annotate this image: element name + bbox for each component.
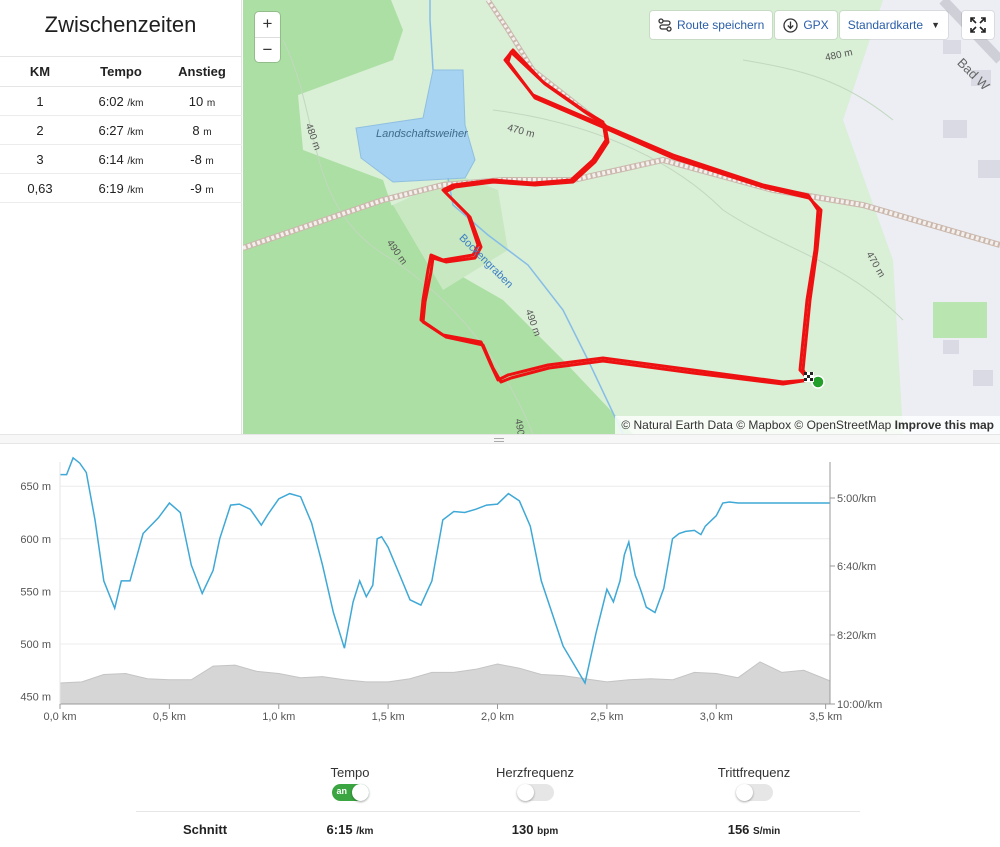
elevation-pace-chart[interactable]: 0,0 km 0,5 km 1,0 km 1,5 km 2,0 km 2,5 km 3,0 … <box>0 448 1000 728</box>
zoom-control: + − <box>255 12 280 62</box>
split-tempo: 6:27 /km <box>80 115 162 145</box>
attribution-text[interactable]: © Natural Earth Data © Mapbox © OpenStre… <box>621 418 892 432</box>
split-km: 2 <box>0 115 80 145</box>
split-tempo: 6:02 /km <box>80 86 162 116</box>
switch-knob <box>516 784 534 802</box>
header-ascent: Anstieg <box>162 56 242 87</box>
y2-tick-label: 10:00/km <box>837 699 882 711</box>
sports-field <box>933 302 987 338</box>
switch-knob <box>735 784 753 802</box>
x-tick-label: 2,5 km <box>590 711 623 723</box>
map-canvas[interactable] <box>243 0 1000 434</box>
download-icon <box>783 17 798 33</box>
caret-down-icon: ▼ <box>931 20 940 30</box>
route-track <box>419 48 823 386</box>
stats-divider <box>136 811 860 812</box>
toggle-tempo: Tempo an <box>270 765 430 802</box>
avg-tempo: 6:15 /km <box>326 822 374 837</box>
grip-icon <box>494 438 504 442</box>
table-row: 1 6:02 /km 10 m <box>0 86 242 116</box>
zoom-out-button[interactable]: − <box>255 37 280 62</box>
forest-area-west <box>243 0 403 250</box>
lake-area <box>355 69 476 183</box>
switch-state-text: an <box>336 786 348 797</box>
resize-handle[interactable] <box>0 434 1000 444</box>
splits-panel: Zwischenzeiten KM Tempo Anstieg 1 6:02 /… <box>0 0 242 434</box>
split-tempo: 6:19 /km <box>80 173 162 203</box>
gpx-button[interactable]: GPX <box>775 11 837 39</box>
y-tick-labels-left: 650 m 600 m 550 m 500 m 450 m <box>20 481 51 703</box>
pace-line <box>60 456 830 686</box>
toggle-tempo-label: Tempo <box>330 765 370 780</box>
y-tick-label: 600 m <box>20 534 51 546</box>
map-toolbar: Route speichern GPX Standardkarte ▼ <box>649 11 948 39</box>
elevation-area <box>59 661 831 705</box>
split-tempo: 6:14 /km <box>80 144 162 174</box>
fullscreen-icon <box>970 17 986 33</box>
gpx-label: GPX <box>803 18 829 32</box>
y2-tick-label: 8:20/km <box>837 630 876 642</box>
toggle-heartrate-label: Herzfrequenz <box>495 765 575 780</box>
x-tick-label: 3,5 km <box>809 711 842 723</box>
map-style-dropdown[interactable]: Standardkarte ▼ <box>839 11 948 39</box>
split-km: 0,63 <box>0 173 80 203</box>
x-tick-label: 3,0 km <box>700 711 733 723</box>
avg-cadence: 156 S/min <box>727 822 781 837</box>
toggle-heartrate: Herzfrequenz <box>455 765 615 802</box>
header-tempo: Tempo <box>80 56 162 87</box>
split-km: 3 <box>0 144 80 174</box>
splits-title: Zwischenzeiten <box>44 12 197 37</box>
save-route-button[interactable]: Route speichern <box>649 11 773 39</box>
split-ascent: -8 m <box>162 144 242 174</box>
forest-area-south <box>243 205 633 434</box>
contour-lines <box>282 39 904 434</box>
route-map[interactable]: Landschaftsweiher Bockengraben 480 m 470… <box>243 0 1000 434</box>
toggle-cadence: Trittfrequenz <box>674 765 834 802</box>
heartrate-switch[interactable] <box>516 784 554 802</box>
road-north-center <box>486 0 604 127</box>
avg-heartrate: 130 bpm <box>511 822 559 837</box>
x-tick-labels: 0,0 km 0,5 km 1,0 km 1,5 km 2,0 km 2,5 km 3,0 … <box>43 704 842 723</box>
finish-flag-checks <box>804 372 813 381</box>
split-ascent: -9 m <box>162 173 242 203</box>
fullscreen-button[interactable] <box>962 11 994 39</box>
x-tick-label: 0,5 km <box>153 711 186 723</box>
y2-tick-label: 6:40/km <box>837 561 876 573</box>
series-toggles: Tempo an Herzfrequenz Trittfrequenz <box>0 765 1000 810</box>
x-tick-label: 1,5 km <box>372 711 405 723</box>
x-tick-label: 0,0 km <box>43 711 76 723</box>
split-ascent: 10 m <box>162 86 242 116</box>
y-tick-label: 450 m <box>20 692 51 704</box>
table-row: 0,63 6:19 /km -9 m <box>0 173 242 203</box>
y-tick-label: 650 m <box>20 481 51 493</box>
lake-label: Landschaftsweiher <box>376 128 468 140</box>
x-tick-label: 1,0 km <box>262 711 295 723</box>
improve-map-link[interactable]: Improve this map <box>894 418 994 432</box>
map-attribution: © Natural Earth Data © Mapbox © OpenStre… <box>615 416 1000 434</box>
x-tick-label: 2,0 km <box>481 711 514 723</box>
y-tick-label: 550 m <box>20 586 51 598</box>
map-style-label: Standardkarte <box>847 18 924 32</box>
y2-tick-label: 5:00/km <box>837 493 876 505</box>
tempo-switch[interactable]: an <box>331 784 369 802</box>
zoom-in-button[interactable]: + <box>262 14 273 33</box>
clearing-area <box>393 175 508 290</box>
cadence-switch[interactable] <box>735 784 773 802</box>
split-ascent: 8 m <box>162 115 242 145</box>
header-km: KM <box>0 56 80 87</box>
save-route-label: Route speichern <box>676 18 765 32</box>
split-km: 1 <box>0 86 80 116</box>
splits-table: KM Tempo Anstieg 1 6:02 /km 10 m 2 6:27 … <box>0 56 242 203</box>
table-row: 3 6:14 /km -8 m <box>0 144 242 174</box>
toggle-cadence-label: Trittfrequenz <box>717 765 791 780</box>
route-icon <box>658 18 672 32</box>
y-tick-label: 500 m <box>20 639 51 651</box>
stats-label: Schnitt <box>182 822 228 837</box>
y-tick-labels-right: 5:00/km 6:40/km 8:20/km 10:00/km <box>830 493 882 711</box>
splits-header-row: KM Tempo Anstieg <box>0 56 242 87</box>
buildings <box>943 40 1000 386</box>
switch-knob <box>351 784 369 802</box>
table-row: 2 6:27 /km 8 m <box>0 115 242 145</box>
